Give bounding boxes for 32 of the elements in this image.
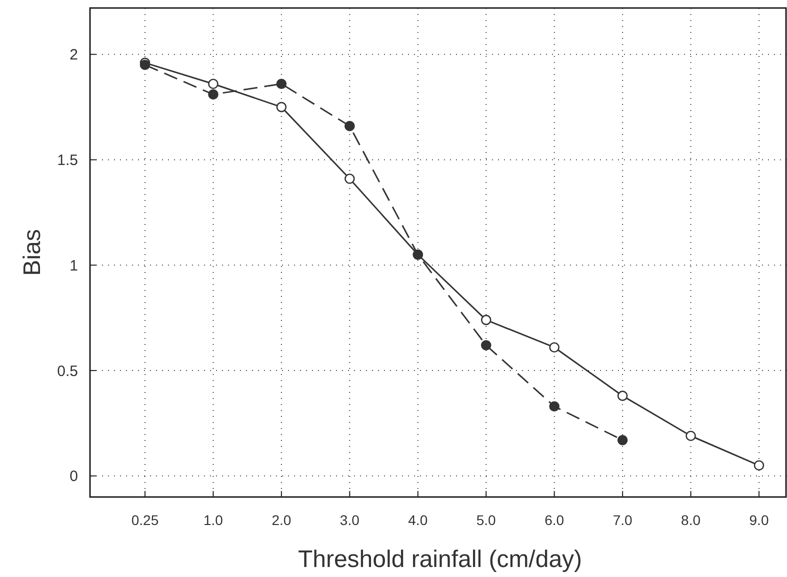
point xyxy=(208,89,218,100)
point xyxy=(686,430,696,442)
point xyxy=(480,314,492,326)
x-tick-label: 9.0 xyxy=(749,512,769,528)
point xyxy=(754,460,764,471)
point xyxy=(276,78,287,90)
x-tick-label: 0.25 xyxy=(131,512,159,528)
point xyxy=(208,78,218,90)
point xyxy=(549,342,560,352)
x-tick-label: 6.0 xyxy=(544,512,564,528)
y-tick-label: 0.5 xyxy=(57,362,78,380)
x-tick-label: 3.0 xyxy=(340,512,360,528)
point xyxy=(617,434,628,446)
point xyxy=(344,120,355,132)
x-tick-label: 4.0 xyxy=(408,512,428,528)
x-tick-label: 1.0 xyxy=(203,512,224,528)
x-tick-label: 2.0 xyxy=(272,512,292,528)
point xyxy=(276,102,287,112)
point xyxy=(480,340,492,350)
y-tick-label: 0 xyxy=(70,468,78,486)
point xyxy=(549,401,560,412)
x-tick-label: 7.0 xyxy=(612,512,632,528)
y-tick-label: 1.5 xyxy=(57,152,78,170)
point xyxy=(617,390,628,401)
x-tick-label: 8.0 xyxy=(681,512,701,528)
x-tick-label: 5.0 xyxy=(476,512,496,528)
x-axis-title: Threshold rainfall (cm/day) xyxy=(298,546,582,573)
point xyxy=(140,60,150,70)
y-tick-label: 1 xyxy=(70,257,78,274)
point xyxy=(344,174,355,184)
y-tick-label: 2 xyxy=(70,46,78,64)
y-axis-title: Bias xyxy=(19,229,46,276)
